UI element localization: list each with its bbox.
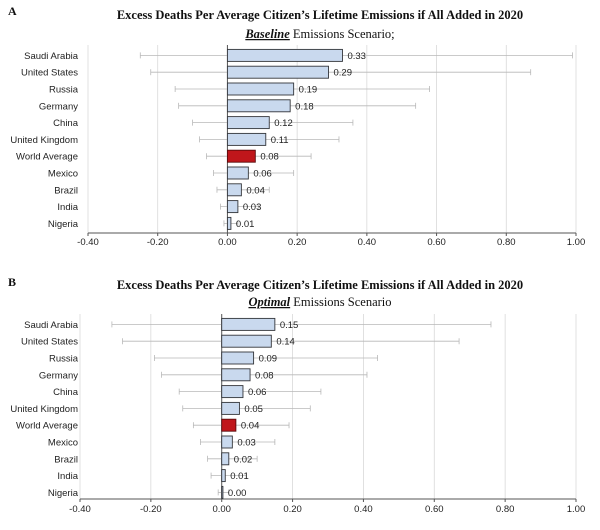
bar [221,401,240,415]
x-tick-label: 0.80 [496,504,515,515]
category-label: Nigeria [48,219,79,230]
value-label: 0.05 [244,404,263,415]
bar [221,485,224,499]
value-label: 0.06 [248,387,267,398]
x-tick-label: 0.20 [288,237,307,248]
panel-b-plot: -0.40 -0.20 0.00 0.20 0.40 0.60 0.80 1.00 Saudi … [10,314,585,515]
panel-b-subtitle: Optimal Emissions Scenario [248,295,391,309]
bar [226,132,267,146]
value-label: 0.02 [234,454,253,465]
category-label: United Kingdom [10,135,78,146]
bar [221,334,272,348]
bar [226,116,270,130]
bar [226,65,329,79]
bar [221,452,230,466]
category-label: India [57,471,78,482]
value-label: 0.04 [246,185,265,196]
x-tick-label: 0.20 [283,504,302,515]
value-label: 0.04 [241,421,260,432]
value-label: 0.19 [299,85,318,96]
category-label: Mexico [48,438,78,449]
bar [221,385,244,399]
category-label: Brazil [54,185,78,196]
x-tick-label: -0.40 [69,504,91,515]
category-label: India [57,202,78,213]
bar [226,166,249,180]
x-tick-label: 0.60 [427,237,446,248]
category-label: World Average [16,152,78,163]
bar [226,99,291,113]
panel-a-title: Excess Deaths Per Average Citizen’s Life… [117,8,523,22]
bar [226,183,242,197]
category-label: Germany [39,370,78,381]
x-tick-label: 1.00 [567,504,586,515]
x-tick-label: 0.80 [497,237,516,248]
panel-b-letter: B [8,275,16,289]
category-label: United States [21,337,78,348]
x-tick-label: -0.40 [77,237,99,248]
value-label: 0.14 [276,337,295,348]
value-label: 0.08 [260,152,279,163]
bar [226,216,232,230]
panel-a-subtitle-scenario: Baseline [244,27,290,41]
value-label: 0.01 [236,219,255,230]
bar-highlight [226,149,256,163]
value-label: 0.03 [243,202,262,213]
bar [226,82,295,96]
category-label: United States [21,68,78,79]
category-label: Brazil [54,454,78,465]
category-label: Russia [49,85,79,96]
x-tick-label: 0.40 [354,504,373,515]
value-label: 0.11 [271,135,289,146]
value-label: 0.06 [253,169,271,180]
category-label: Saudi Arabia [24,51,79,62]
category-label: World Average [16,421,78,432]
bar-highlight [221,418,237,432]
x-tick-label: -0.20 [140,504,162,515]
panel-b-subtitle-scenario: Optimal [248,295,290,309]
x-tick-label: 1.00 [567,237,586,248]
bar [221,368,251,382]
x-tick-label: 0.00 [218,237,237,248]
category-label: United Kingdom [10,404,78,415]
panel-b-subtitle-rest: Emissions Scenario [290,295,391,309]
x-tick-label: -0.20 [147,237,169,248]
panel-a-plot: -0.40 -0.20 0.00 0.20 0.40 0.60 0.80 1.00 Saudi … [10,45,585,248]
bar [221,469,226,483]
value-label: 0.09 [259,354,278,365]
x-tick-label: 0.40 [358,237,377,248]
bar [221,317,276,331]
bar [221,351,255,365]
category-label: Saudi Arabia [24,320,79,331]
category-label: Mexico [48,169,78,180]
panel-b-title: Excess Deaths Per Average Citizen’s Life… [117,278,523,292]
category-label: Russia [49,354,79,365]
bar [226,48,343,62]
category-label: Nigeria [48,488,79,499]
category-label: China [53,387,79,398]
category-label: Germany [39,101,78,112]
panel-a-letter: A [8,4,17,18]
value-label: 0.29 [334,68,353,79]
bar [226,200,239,214]
panel-a-subtitle: Baseline Emissions Scenario; [244,27,394,41]
category-label: China [53,118,79,129]
panel-a: A Excess Deaths Per Average Citizen’s Li… [8,4,585,248]
value-label: 0.18 [295,101,314,112]
value-label: 0.03 [237,438,256,449]
value-label: 0.00 [228,488,247,499]
panel-a-subtitle-rest: Emissions Scenario; [290,27,395,41]
value-label: 0.12 [274,118,293,129]
x-tick-label: 0.60 [425,504,444,515]
panel-b: B Excess Deaths Per Average Citizen’s Li… [8,275,585,515]
value-label: 0.33 [347,51,366,62]
value-label: 0.01 [230,471,249,482]
x-tick-label: 0.00 [212,504,231,515]
value-label: 0.15 [280,320,299,331]
bar [221,435,233,449]
value-label: 0.08 [255,370,273,381]
